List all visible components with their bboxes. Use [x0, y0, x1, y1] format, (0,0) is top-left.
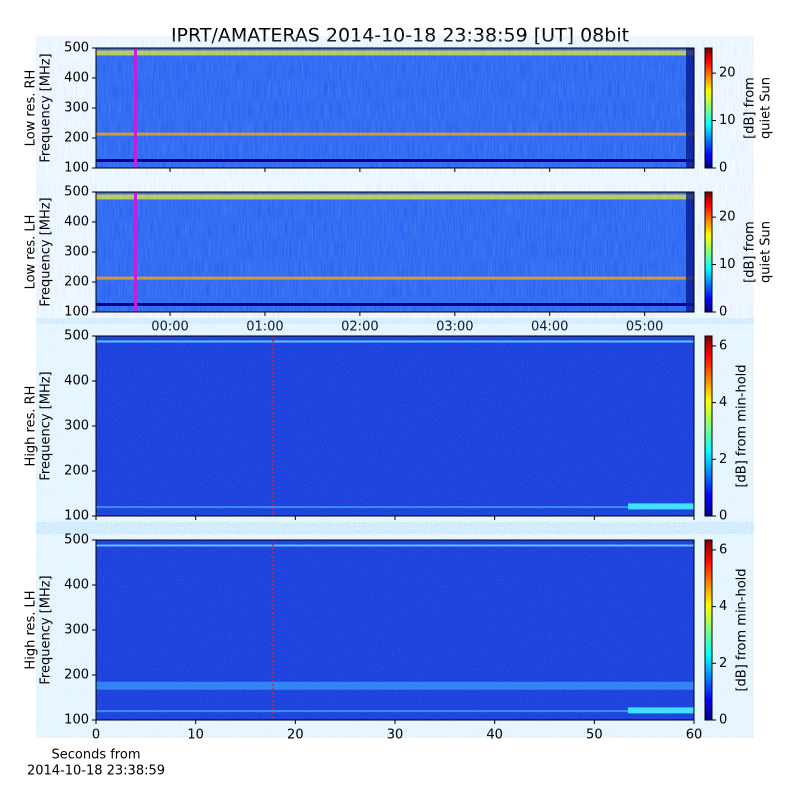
band — [96, 544, 694, 547]
colorbar-label: quiet Sun — [759, 221, 774, 283]
colorbar-label: [dB] from — [743, 77, 758, 139]
y-tick-label: 400 — [64, 215, 89, 230]
x-tick-label: 02:00 — [341, 320, 378, 335]
marker — [134, 192, 137, 312]
x-tick-label: 30 — [387, 728, 404, 743]
colorbar — [704, 47, 713, 169]
colorbar-tick-label: 2 — [719, 656, 727, 671]
y-axis-label: High res. LH — [24, 590, 39, 669]
y-tick-label: 500 — [64, 329, 89, 344]
band — [96, 303, 694, 306]
y-tick-label: 300 — [64, 419, 89, 434]
y-tick-label: 100 — [64, 509, 89, 524]
y-tick-label: 300 — [64, 245, 89, 260]
y-axis-label: Frequency [MHz] — [39, 197, 54, 306]
y-tick-label: 500 — [64, 533, 89, 548]
band — [96, 506, 694, 509]
colorbar-tick-label: 4 — [719, 599, 727, 614]
colorbar-tick-label: 4 — [719, 395, 727, 410]
band — [96, 50, 694, 56]
colorbar-tick-label: 6 — [719, 542, 727, 557]
y-tick-label: 100 — [64, 305, 89, 320]
colorbar-tick-label: 0 — [719, 305, 727, 320]
band — [628, 503, 694, 510]
colorbar-tick-label: 0 — [719, 713, 727, 728]
colorbar-label: [dB] from min-hold — [735, 364, 750, 487]
y-tick-label: 200 — [64, 668, 89, 683]
x-tick-label: 00:00 — [151, 320, 188, 335]
colorbar-tick-label: 20 — [719, 66, 736, 81]
y-tick-label: 300 — [64, 101, 89, 116]
colorbar-label: [dB] from — [743, 221, 758, 283]
marker — [134, 48, 137, 168]
y-axis-label: High res. RH — [24, 386, 39, 467]
y-axis-label: Low res. LH — [24, 215, 39, 290]
x-axis-label: Seconds from — [51, 748, 140, 763]
colorbar-tick-label: 10 — [719, 113, 736, 128]
x-tick-label: 04:00 — [531, 320, 568, 335]
colorbar-label: quiet Sun — [759, 77, 774, 139]
y-axis-label: Frequency [MHz] — [39, 53, 54, 162]
y-tick-label: 200 — [64, 131, 89, 146]
y-axis-label: Frequency [MHz] — [39, 371, 54, 480]
y-tick-label: 400 — [64, 578, 89, 593]
x-tick-label: 03:00 — [436, 320, 473, 335]
y-tick-label: 200 — [64, 464, 89, 479]
band — [96, 340, 694, 343]
edge — [686, 48, 694, 168]
x-tick-label: 60 — [686, 728, 703, 743]
y-tick-label: 300 — [64, 623, 89, 638]
y-axis-label: Low res. RH — [24, 70, 39, 147]
x-tick-label: 01:00 — [246, 320, 283, 335]
spectrogram-texture — [96, 336, 694, 516]
y-tick-label: 200 — [64, 275, 89, 290]
colorbar-tick-label: 20 — [719, 210, 736, 225]
edge — [686, 192, 694, 312]
band — [96, 276, 694, 280]
colorbar — [704, 335, 713, 517]
y-tick-label: 500 — [64, 185, 89, 200]
band — [628, 707, 694, 714]
spectrogram-texture — [96, 540, 694, 720]
y-tick-label: 100 — [64, 161, 89, 176]
x-tick-label: 05:00 — [626, 320, 663, 335]
spectrogram-texture — [96, 192, 694, 312]
y-tick-label: 100 — [64, 713, 89, 728]
y-axis-label: Frequency [MHz] — [39, 575, 54, 684]
colorbar — [704, 191, 713, 313]
y-tick-label: 400 — [64, 71, 89, 86]
x-tick-label: 10 — [187, 728, 204, 743]
x-tick-label: 0 — [92, 728, 100, 743]
spectrogram-texture — [96, 48, 694, 168]
x-tick-label: 20 — [287, 728, 304, 743]
colorbar — [704, 539, 713, 721]
colorbar-tick-label: 10 — [719, 257, 736, 272]
y-tick-label: 400 — [64, 374, 89, 389]
band — [96, 194, 694, 200]
y-tick-label: 500 — [64, 41, 89, 56]
colorbar-tick-label: 0 — [719, 161, 727, 176]
colorbar-tick-label: 0 — [719, 509, 727, 524]
band — [96, 132, 694, 136]
band — [96, 159, 694, 162]
band — [96, 710, 694, 713]
title: IPRT/AMATERAS 2014-10-18 23:38:59 [UT] 0… — [171, 25, 629, 47]
colorbar-tick-label: 2 — [719, 452, 727, 467]
colorbar-label: [dB] from min-hold — [735, 568, 750, 691]
x-tick-label: 50 — [586, 728, 603, 743]
band — [96, 681, 694, 690]
x-tick-label: 40 — [486, 728, 503, 743]
colorbar-tick-label: 6 — [719, 338, 727, 353]
x-axis-label: 2014-10-18 23:38:59 — [27, 764, 165, 779]
